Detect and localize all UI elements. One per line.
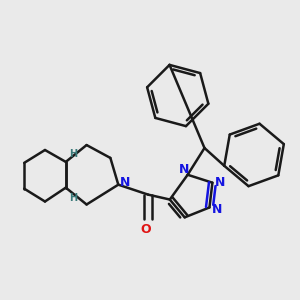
Text: N: N [120, 176, 131, 189]
Text: N: N [212, 203, 223, 216]
Text: O: O [141, 223, 151, 236]
Text: H: H [69, 193, 77, 202]
Text: N: N [215, 176, 226, 189]
Text: N: N [178, 163, 189, 176]
Text: H: H [69, 149, 77, 159]
